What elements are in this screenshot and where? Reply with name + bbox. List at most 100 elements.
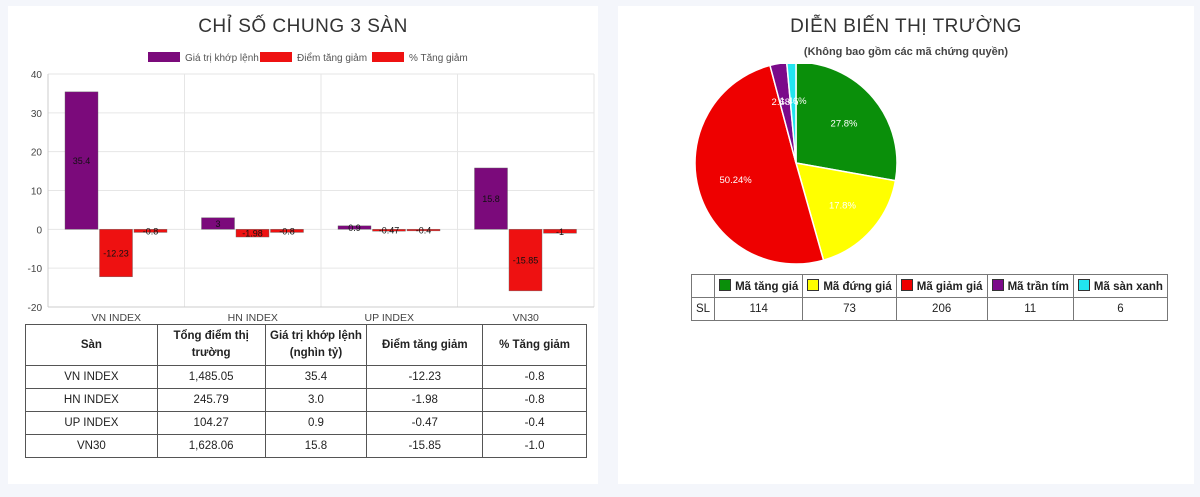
cell-exchange: HN INDEX	[25, 388, 158, 412]
bar-value-label: 35.4	[73, 156, 91, 166]
legend-swatch	[260, 52, 292, 62]
advancing-swatch	[719, 279, 732, 291]
bar-value-label: -15.85	[513, 256, 539, 266]
col-header-total-points: Tổng điểm thị trường	[156, 324, 266, 366]
x-tick-label: UP INDEX	[365, 312, 414, 324]
index-chart-title: CHỈ SỐ CHUNG 3 SÀN	[198, 16, 408, 37]
unchanged-count: 73	[802, 297, 897, 321]
cell-total-points: 245.79	[156, 388, 266, 412]
legend-header-row: Mã tăng giá Mã đứng giá Mã giảm giá Mã t…	[690, 274, 1168, 298]
legend-label: Mã đứng giá	[823, 281, 892, 293]
breadth-chart-title: DIỄN BIẾN THỊ TRƯỜNG	[790, 16, 1022, 37]
table-row: VN30 1,628.06 15.8 -15.85 -1.0	[25, 434, 587, 458]
bar-value-label: -0.4	[416, 226, 432, 236]
table-row: UP INDEX 104.27 0.9 -0.47 -0.4	[25, 411, 587, 435]
legend-label: Điểm tăng giảm	[297, 52, 367, 64]
bar	[337, 225, 372, 230]
x-tick-label: VN INDEX	[91, 312, 141, 324]
legend-item-advancing: Mã tăng giá	[714, 274, 804, 298]
pie-percent-label: 50.24%	[720, 175, 753, 186]
x-tick-label: VN30	[513, 312, 539, 324]
cell-percent-change: -0.8	[482, 365, 587, 389]
market-breadth-panel: DIỄN BIẾN THỊ TRƯỜNG (Không bao gồm các …	[618, 6, 1194, 484]
x-tick-label: HN INDEX	[228, 312, 278, 324]
chart-legend: Giá trị khớp lệnh Điểm tăng giảm % Tăng gi…	[148, 52, 468, 64]
cell-exchange: VN INDEX	[25, 365, 158, 389]
pie-slice	[786, 64, 797, 164]
unchanged-swatch	[807, 279, 820, 291]
cell-total-points: 104.27	[156, 411, 266, 435]
bar	[508, 229, 543, 292]
cell-matched-value: 35.4	[264, 365, 368, 389]
pie-percent-label: 1.46%	[780, 96, 807, 107]
bar-value-label: -0.8	[279, 226, 295, 236]
floor-count: 6	[1072, 297, 1168, 321]
legend-label: Giá trị khớp lệnh	[185, 53, 259, 64]
table-row: VN INDEX 1,485.05 35.4 -12.23 -0.8	[25, 365, 587, 389]
pie-slice	[769, 64, 797, 164]
bar-value-label: -0.47	[379, 226, 400, 236]
pie-slice	[694, 64, 825, 265]
pie-percent-label: 27.8%	[831, 118, 858, 129]
bar-value-label: -0.8	[143, 226, 159, 236]
y-tick-label: 10	[31, 187, 43, 198]
bar	[270, 229, 304, 233]
pie-slice	[795, 64, 898, 182]
cell-percent-change: -1.0	[482, 434, 587, 458]
index-summary-table: Sàn Tổng điểm thị trường Giá trị khớp lệ…	[25, 324, 587, 458]
cell-matched-value: 3.0	[264, 388, 368, 412]
legend-item-floor: Mã sàn xanh	[1072, 274, 1168, 298]
legend-item-unchanged: Mã đứng giá	[802, 274, 897, 298]
col-header-matched-value: Giá trị khớp lệnh (nghìn tỷ)	[264, 324, 368, 366]
cell-point-change: -1.98	[366, 388, 484, 412]
y-tick-label: 30	[31, 109, 43, 120]
legend-item-ceiling: Mã trần tím	[986, 274, 1074, 298]
declining-swatch	[900, 279, 913, 291]
bar	[99, 229, 133, 278]
pie-percent-label: 2.68%	[772, 97, 799, 108]
cell-point-change: -15.85	[366, 434, 484, 458]
breadth-pie-chart: 27.8% 17.8% 50.24% 2.68%1.46%	[694, 64, 898, 265]
y-tick-label: 20	[31, 148, 43, 159]
advancing-count: 114	[714, 297, 804, 321]
legend-label: Mã sàn xanh	[1093, 281, 1163, 293]
cell-point-change: -12.23	[366, 365, 484, 389]
cell-percent-change: -0.4	[482, 411, 587, 435]
col-header-point-change: Điểm tăng giảm	[366, 324, 484, 366]
bar	[235, 229, 270, 238]
legend-label: % Tăng giảm	[409, 53, 468, 64]
index-bar-chart: Giá trị khớp lệnh Điểm tăng giảm % Tăng gi…	[28, 52, 595, 324]
row-label: SL	[690, 297, 716, 321]
cell-matched-value: 15.8	[264, 434, 368, 458]
cell-matched-value: 0.9	[264, 411, 368, 435]
cell-point-change: -0.47	[366, 411, 484, 435]
cell-exchange: UP INDEX	[25, 411, 158, 435]
cell-percent-change: -0.8	[482, 388, 587, 412]
y-tick-label: -20	[28, 303, 43, 314]
bar-value-label: -1.98	[242, 229, 263, 239]
y-tick-label: 40	[31, 70, 43, 81]
legend-swatch	[148, 52, 180, 62]
table-row: HN INDEX 245.79 3.0 -1.98 -0.8	[25, 388, 587, 412]
bar	[372, 229, 406, 232]
bar	[201, 217, 235, 230]
legend-label: Mã giảm giá	[916, 281, 983, 293]
col-header-percent-change: % Tăng giảm	[482, 324, 587, 366]
y-tick-label: 0	[36, 225, 42, 236]
bar	[474, 167, 508, 230]
legend-swatch	[372, 52, 404, 62]
bar	[406, 229, 441, 232]
ceiling-count: 11	[986, 297, 1074, 321]
bar-value-label: 0.9	[348, 223, 361, 233]
bar-value-label: 15.8	[482, 194, 500, 204]
y-tick-label: -10	[28, 264, 43, 275]
bar-value-label: -12.23	[103, 249, 129, 259]
legend-item-declining: Mã giảm giá	[895, 274, 988, 298]
breadth-legend-table: Mã tăng giá Mã đứng giá Mã giảm giá Mã t…	[690, 274, 1168, 321]
legend-value-row: SL 114 73 206 11 6	[690, 297, 1168, 321]
legend-label: Mã trần tím	[1007, 281, 1069, 293]
breadth-chart-subtitle: (Không bao gồm các mã chứng quyền)	[803, 46, 1009, 58]
cell-exchange: VN30	[25, 434, 158, 458]
bar	[133, 229, 168, 233]
cell-total-points: 1,628.06	[156, 434, 266, 458]
